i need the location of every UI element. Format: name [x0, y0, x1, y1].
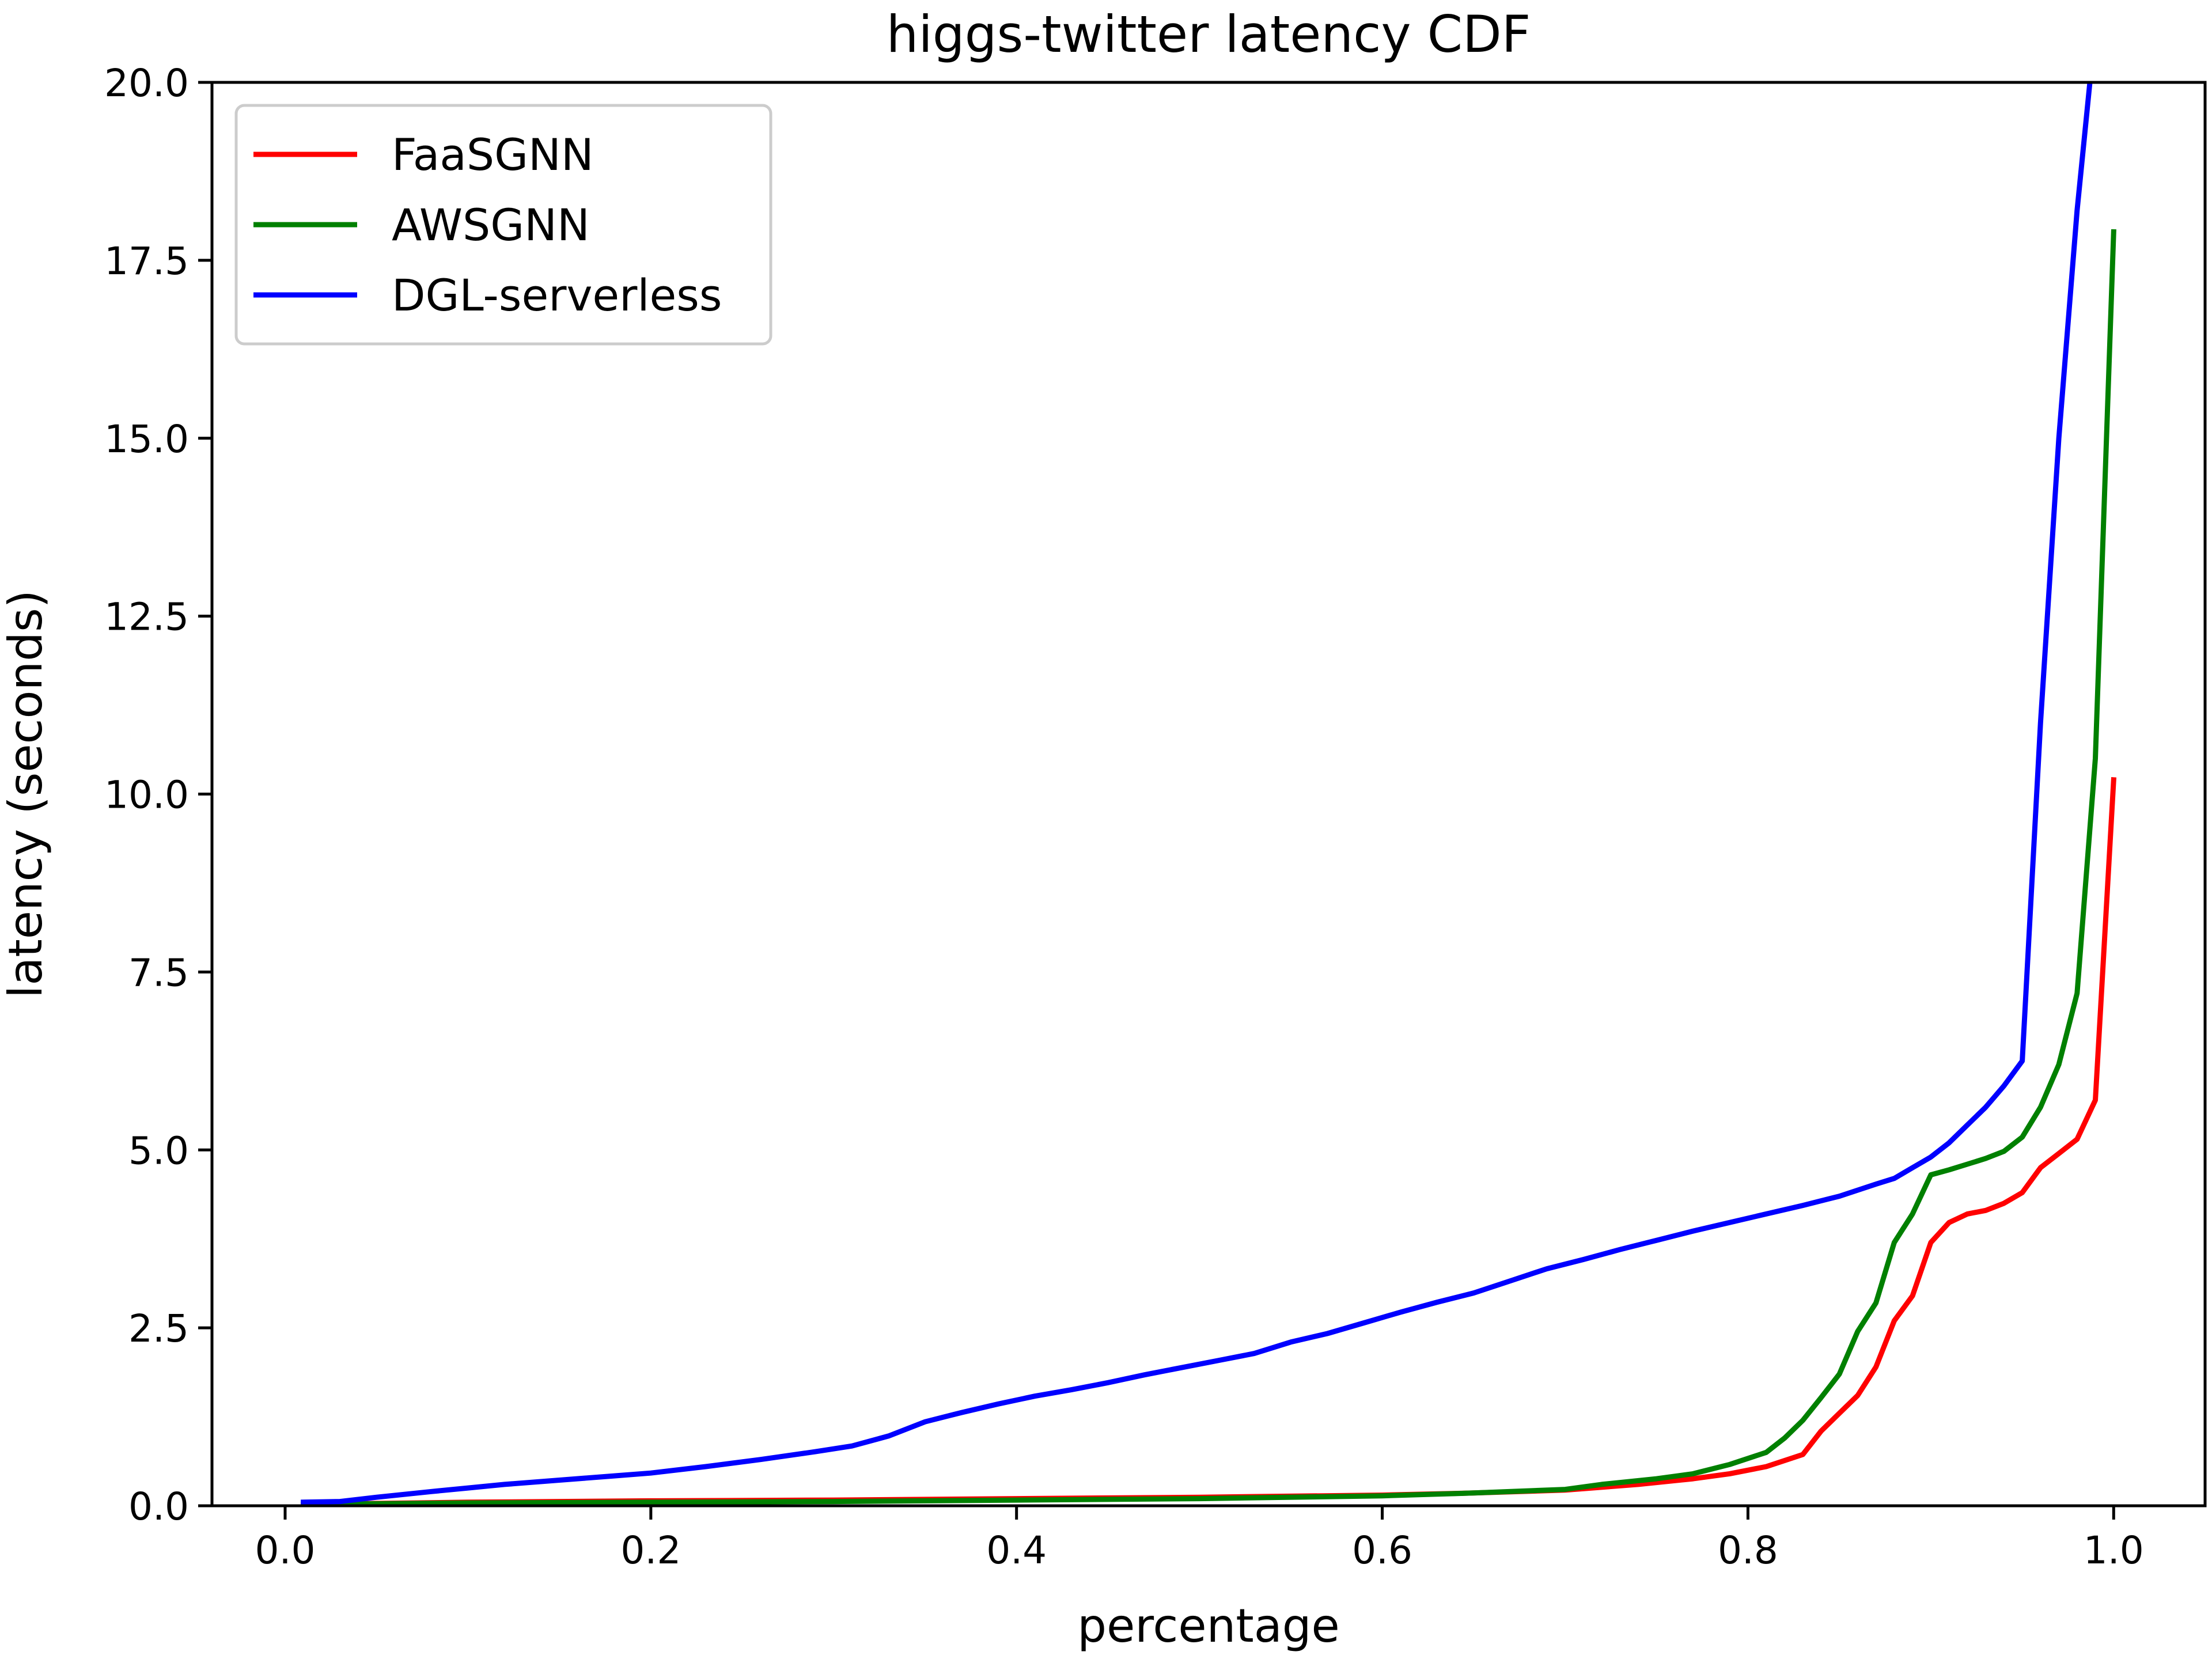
y-tick-label: 5.0	[128, 1128, 189, 1173]
y-tick-label: 12.5	[104, 595, 189, 639]
y-tick-label: 15.0	[104, 417, 189, 461]
y-axis-label: latency (seconds)	[0, 590, 52, 998]
x-tick-label: 0.2	[620, 1528, 681, 1573]
series-line-awsgnn	[301, 229, 2116, 1506]
ticks: 0.0 0.2 0.4 0.6 0.8 1.0 0.0 2.5 5.0 7.5 10.0 12.5 15…	[104, 61, 2144, 1573]
plot-area	[301, 82, 2117, 1506]
legend-label-faasgnn: FaaSGNN	[392, 129, 594, 180]
y-tick-label: 0.0	[128, 1484, 189, 1529]
y-tick-label: 10.0	[104, 773, 189, 817]
y-tick-label: 20.0	[104, 61, 189, 105]
x-tick-label: 0.0	[255, 1528, 315, 1573]
y-tick-label: 17.5	[104, 239, 189, 283]
legend-box	[234, 104, 772, 346]
series-line-dgl-serverless	[301, 82, 2093, 1505]
x-tick-label: 0.4	[986, 1528, 1047, 1573]
legend-label-dgl-serverless: DGL-serverless	[392, 270, 722, 321]
chart-title: higgs-twitter latency CDF	[887, 5, 1531, 64]
x-axis-label: percentage	[1077, 1599, 1339, 1653]
y-tick-label: 2.5	[128, 1306, 189, 1351]
x-tick-label: 1.0	[2084, 1528, 2144, 1573]
y-tick-label: 7.5	[128, 950, 189, 995]
legend-label-awsgnn: AWSGNN	[392, 199, 590, 251]
x-tick-label: 0.8	[1718, 1528, 1778, 1573]
legend: FaaSGNN AWSGNN DGL-serverless	[234, 104, 772, 346]
x-tick-label: 0.6	[1352, 1528, 1412, 1573]
